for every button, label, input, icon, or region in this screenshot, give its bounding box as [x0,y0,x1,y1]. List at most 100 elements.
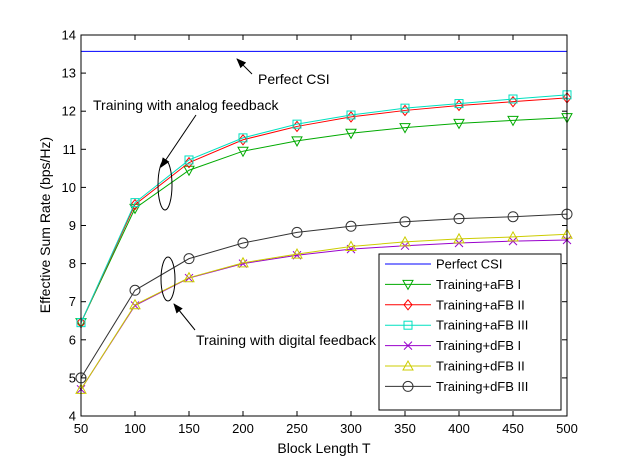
data-point-training-afb-i [453,118,465,130]
data-point-training-afb-ii [184,156,194,169]
data-point-training-afb-iii [292,119,302,129]
x-tick-label: 250 [286,421,308,436]
y-tick-label: 4 [69,409,76,424]
data-point-training-afb-ii [130,198,140,211]
legend-item-training-afb-i: Training+aFB I [385,277,521,292]
series-line-training-afb-ii [80,97,568,323]
data-point-training-dfb-iii [291,226,303,238]
annotation-digital-feedback: Training with digital feedback [160,256,377,348]
y-tick-label: 5 [69,370,76,385]
data-point-training-dfb-iii [129,284,141,296]
y-tick-label: 8 [69,256,76,271]
data-point-training-afb-iii [346,110,356,120]
data-point-training-afb-i [183,165,195,177]
data-point-training-dfb-ii [453,232,465,244]
data-point-training-afb-i [237,146,249,158]
legend-item-training-dfb-ii: Training+dFB II [385,359,525,374]
annotation-digital-arrow [173,303,196,331]
annotation-digital-text: Training with digital feedback [196,332,377,348]
y-tick-label: 13 [62,66,76,81]
legend-item-training-afb-ii: Training+aFB II [385,297,525,312]
y-tick-label: 6 [69,332,76,347]
data-point-training-afb-ii [238,133,248,146]
x-tick-label: 350 [394,421,416,436]
legend: Perfect CSI Training+aFB I Training+aFB II… [378,253,562,411]
annotation-analog-arrow [160,114,197,168]
data-point-training-afb-i [399,123,411,134]
annotation-digital-ellipse [160,256,176,302]
data-point-training-dfb-iii [507,211,519,223]
series-training-afb-iii [76,90,572,328]
data-point-training-dfb-i [238,259,248,268]
x-tick-label: 200 [232,421,254,436]
legend-swatch-marker [403,298,413,311]
legend-swatch-marker-stroke-b [403,341,413,350]
annotation-perfect-csi: Perfect CSI [236,58,330,87]
legend-label: Training+aFB III [436,318,528,333]
y-tick-label: 14 [62,28,76,43]
data-point-training-afb-iii [238,133,248,143]
y-tick-label: 10 [62,180,76,195]
data-point-training-dfb-iii [237,237,249,249]
x-tick-label: 100 [124,421,146,436]
plot-frame [80,34,568,417]
legend-swatch-marker [402,359,414,371]
annotation-analog-feedback: Training with analog feedback [93,97,279,211]
data-point-training-afb-iii [508,94,518,104]
legend-item-training-afb-iii: Training+aFB III [385,318,528,333]
legend-label: Training+aFB I [436,277,521,292]
data-point-training-dfb-ii [507,230,519,242]
legend-item-training-dfb-i: Training+dFB I [385,338,521,353]
x-tick-label: 500 [556,421,578,436]
annotation-perfect-csi-text: Perfect CSI [258,71,330,87]
y-tick-label: 7 [69,294,76,309]
legend-item-perfect-csi: Perfect CSI [385,257,502,272]
data-point-training-dfb-iii [345,220,357,232]
legend-swatch-marker [403,341,413,350]
legend-swatch-marker [403,320,413,330]
legend-label: Perfect CSI [436,257,502,272]
legend-label: Training+dFB II [436,359,525,374]
legend-label: Training+dFB I [436,338,521,353]
data-point-training-afb-iii [184,155,194,165]
data-point-training-dfb-ii [399,235,411,247]
data-point-training-dfb-i-stroke-b [238,259,248,268]
data-point-training-afb-iii [400,103,410,113]
data-point-training-afb-i [291,136,303,147]
legend-swatch-marker [402,380,414,392]
y-tick-label: 9 [69,218,76,233]
legend-item-training-dfb-iii: Training+dFB III [385,379,528,394]
x-tick-label: 300 [340,421,362,436]
y-axis-title: Effective Sum Rate (bps/Hz) [37,137,53,313]
legend-label: Training+aFB II [436,297,525,312]
legend-swatch-marker [402,279,414,291]
data-point-training-dfb-ii [291,248,303,259]
x-axis-title: Block Length T [277,440,371,456]
data-point-training-dfb-ii [345,240,357,251]
data-point-training-dfb-ii [237,256,249,268]
data-point-training-dfb-ii [183,271,195,283]
data-point-training-afb-iii [454,99,464,109]
x-tick-label: 150 [178,421,200,436]
y-tick-label: 11 [63,142,77,157]
x-tick-label: 450 [502,421,524,436]
data-point-training-dfb-iii [399,216,411,228]
data-point-training-afb-iii [130,198,140,208]
x-tick-label: 400 [448,421,470,436]
y-tick-label: 12 [62,104,76,119]
legend-label: Training+dFB III [436,379,528,394]
series-line-training-afb-i [80,117,568,323]
x-tick-label: 50 [74,421,88,436]
data-point-training-afb-i [507,115,519,127]
annotation-analog-text: Training with analog feedback [93,97,279,113]
data-point-training-afb-ii [508,95,518,108]
series-line-training-dfb-iii [80,213,568,379]
data-point-training-dfb-ii [129,298,141,310]
series-line-training-afb-iii [80,94,568,323]
tick-layer: 50 100 150 200 250 300 350 400 450 500 4 5 6 7 8 9 10 11 1… [62,28,578,437]
data-point-training-dfb-iii [453,213,465,225]
data-point-training-afb-i [345,128,357,140]
annotation-perfect-csi-arrow [236,58,253,75]
data-point-training-dfb-iii [183,253,195,265]
